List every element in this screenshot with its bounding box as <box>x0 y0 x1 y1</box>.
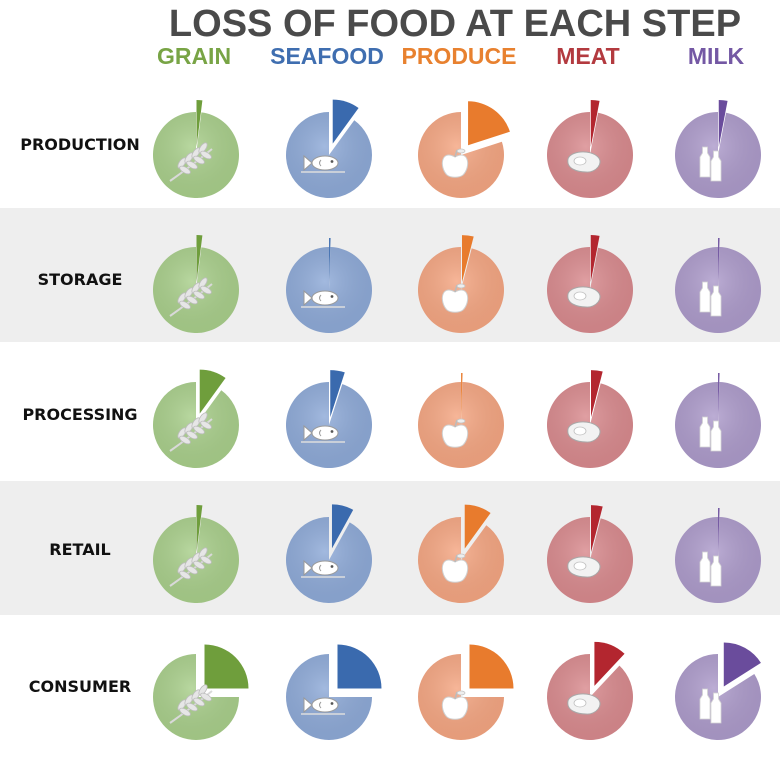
pie-loss-slice <box>196 100 203 148</box>
column-label-milk: MILK <box>688 43 745 69</box>
bottles-icon <box>699 281 722 317</box>
column-label-grain: GRAIN <box>157 43 231 69</box>
fish-icon <box>301 424 345 443</box>
bottles-icon <box>699 551 722 587</box>
row-label-consumer: CONSUMER <box>29 677 131 696</box>
pie-processing-grain <box>153 369 239 469</box>
row-label-retail: RETAIL <box>49 540 110 559</box>
pie-consumer-milk <box>674 642 761 740</box>
pie-retail-milk <box>674 508 761 603</box>
apple-icon <box>441 283 469 313</box>
pie-consumer-produce <box>418 644 514 740</box>
wheat-icon <box>169 277 213 317</box>
steak-icon <box>567 421 601 443</box>
pie-loss-slice <box>469 644 514 689</box>
pie-loss-slice <box>196 235 203 283</box>
steak-icon <box>567 556 601 578</box>
pie-loss-slice <box>594 641 625 686</box>
pie-retail-seafood <box>285 504 372 603</box>
pie-production-meat <box>547 100 633 199</box>
row-label-production: PRODUCTION <box>20 135 140 154</box>
pie-loss-slice <box>329 238 331 286</box>
steak-icon <box>567 286 601 308</box>
pie-loss-slice <box>718 100 728 148</box>
pie-loss-slice <box>199 369 226 414</box>
pie-storage-grain <box>152 235 239 334</box>
pie-storage-milk <box>674 238 761 333</box>
row-band <box>0 481 780 615</box>
pie-loss-slice <box>591 370 603 418</box>
pie-production-seafood <box>286 99 373 199</box>
pie-loss-slice <box>196 505 203 553</box>
pie-loss-slice <box>591 505 603 553</box>
pie-loss-slice <box>718 238 720 286</box>
apple-icon <box>441 553 469 583</box>
pie-loss-slice <box>204 644 249 689</box>
row-bands <box>0 71 780 750</box>
pie-retail-grain <box>153 505 240 603</box>
fish-icon <box>301 154 345 173</box>
pie-processing-milk <box>675 373 762 469</box>
row-band <box>0 616 780 750</box>
pie-consumer-grain <box>153 644 249 740</box>
row-band <box>0 344 780 478</box>
pie-loss-slice <box>461 373 463 421</box>
pie-production-produce <box>417 101 510 198</box>
pie-loss-slice <box>330 370 345 418</box>
column-label-produce: PRODUCE <box>401 43 516 69</box>
pie-loss-slice <box>332 99 359 144</box>
pie-storage-meat <box>547 235 633 333</box>
column-labels: GRAIN SEAFOOD PRODUCE MEAT MILK <box>157 43 745 69</box>
pie-processing-meat <box>547 370 634 469</box>
pie-loss-slice <box>468 101 510 146</box>
row-label-processing: PROCESSING <box>22 405 137 424</box>
pie-retail-meat <box>546 505 633 603</box>
pie-processing-produce <box>418 373 505 469</box>
pie-production-grain <box>153 100 240 199</box>
pie-loss-slice <box>590 235 600 283</box>
apple-icon <box>441 418 469 448</box>
pie-consumer-meat <box>546 641 633 740</box>
pie-storage-seafood <box>285 238 372 333</box>
column-label-meat: MEAT <box>556 43 619 69</box>
pie-loss-slice <box>464 504 491 549</box>
pie-storage-produce <box>417 235 504 334</box>
row-labels: PRODUCTION STORAGE PROCESSING RETAIL CONSUME… <box>20 135 140 696</box>
apple-icon <box>441 690 469 720</box>
wheat-icon <box>169 142 213 182</box>
pie-loss-slice <box>331 504 354 549</box>
pie-loss-slice <box>462 235 474 283</box>
pie-consumer-seafood <box>286 644 382 740</box>
wheat-icon <box>169 412 213 452</box>
apple-icon <box>441 148 469 178</box>
steak-icon <box>567 151 601 173</box>
pie-loss-slice <box>718 508 720 556</box>
wheat-icon <box>169 547 213 587</box>
pie-loss-slice <box>723 642 761 687</box>
fish-icon <box>301 289 345 308</box>
pie-loss-slice <box>590 100 600 148</box>
row-label-storage: STORAGE <box>38 270 123 289</box>
steak-icon <box>567 693 601 715</box>
pie-loss-slice <box>337 644 382 689</box>
fish-icon <box>301 696 345 715</box>
bottles-icon <box>699 688 722 724</box>
bottles-icon <box>699 146 722 182</box>
chart-title: LOSS OF FOOD AT EACH STEP <box>169 3 741 45</box>
pie-retail-produce <box>417 504 504 603</box>
bottles-icon <box>699 416 722 452</box>
pie-production-milk <box>675 100 761 199</box>
pie-processing-seafood <box>285 370 372 469</box>
pie-grid <box>152 99 762 740</box>
wheat-icon <box>169 684 213 724</box>
column-label-seafood: SEAFOOD <box>270 43 384 69</box>
row-band <box>0 208 780 342</box>
pie-loss-slice <box>718 373 720 421</box>
row-band <box>0 71 780 205</box>
fish-icon <box>301 559 345 578</box>
